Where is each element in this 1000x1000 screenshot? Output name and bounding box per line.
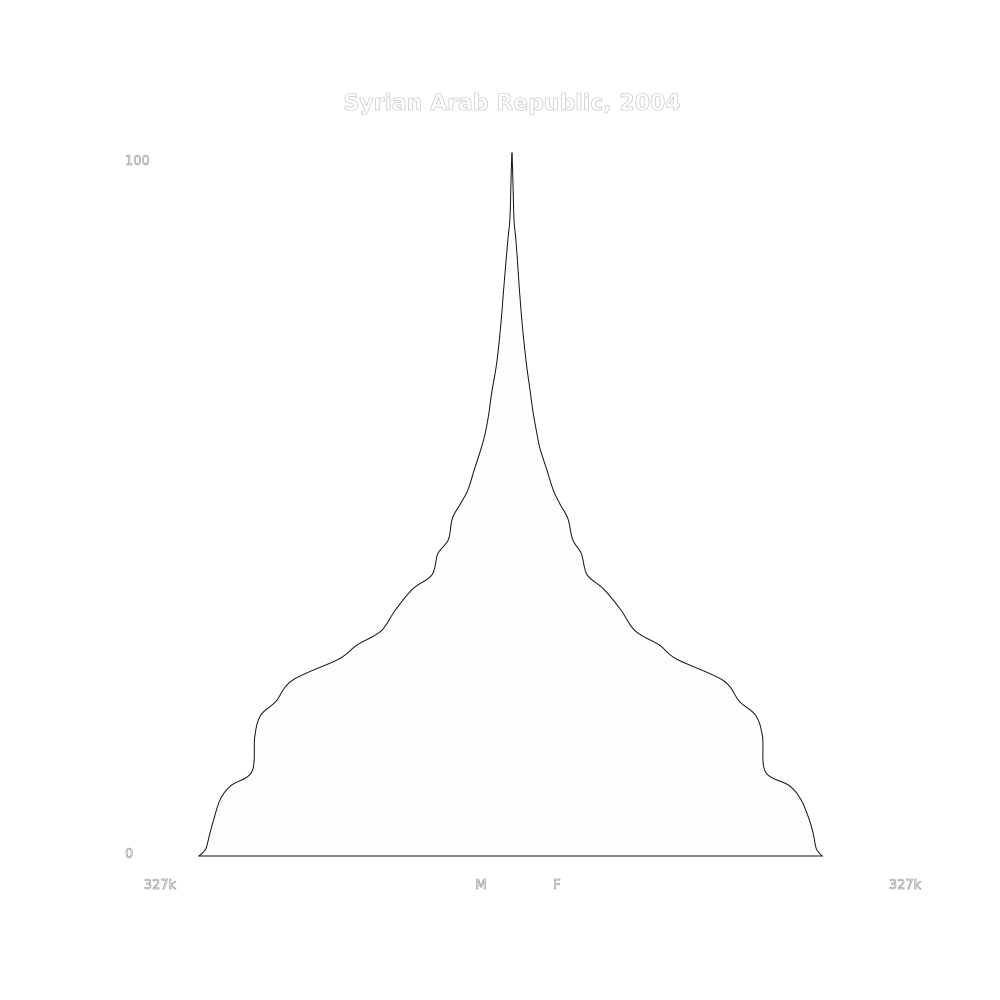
male-label: M [475,878,486,893]
x-tick-label-right: 327k [889,878,922,893]
chart-title: Syrian Arab Republic, 2004 [343,91,680,116]
y-tick-label-bottom: 0 [125,847,133,862]
y-tick-label-top: 100 [125,154,150,169]
pyramid-shape [197,152,824,857]
x-tick-label-left: 327k [144,878,177,893]
female-label: F [553,878,560,893]
